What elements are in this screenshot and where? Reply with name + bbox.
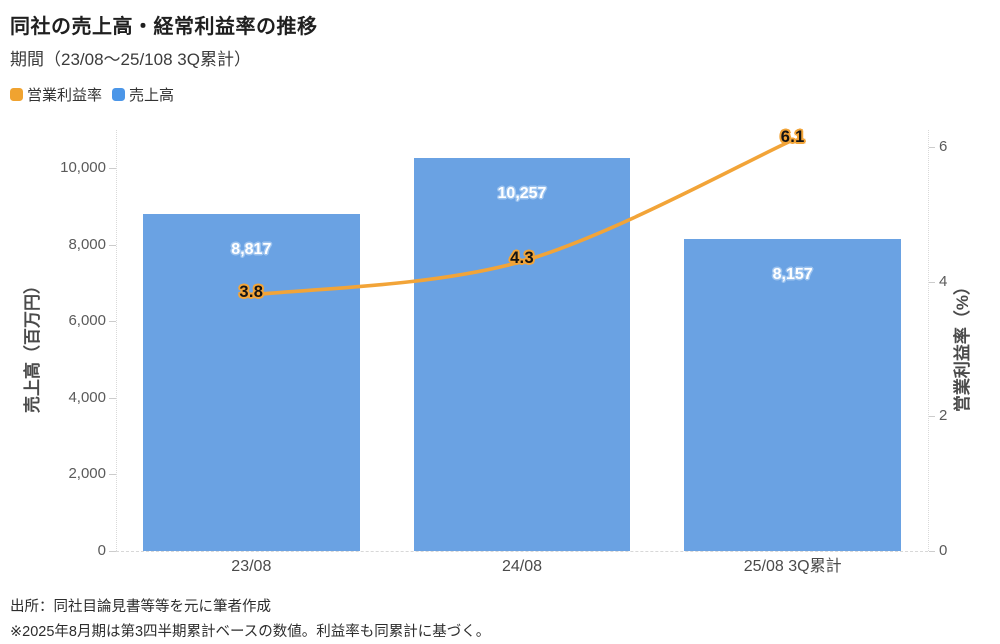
legend: 営業利益率 売上高 (10, 84, 174, 105)
x-tick-label: 25/08 3Q累計 (743, 558, 842, 575)
line-point-label: 6.1 (780, 128, 805, 147)
page-subtitle: 期間（23/08〜25/108 3Q累計） (10, 50, 251, 69)
y-tick-mark-left (109, 321, 116, 323)
sales-bar[interactable] (143, 213, 360, 551)
line-point-label: 3.8 (239, 283, 264, 302)
line-point-label: 4.3 (510, 249, 534, 268)
legend-label-sales: 売上高 (129, 87, 175, 104)
legend-item-sales: 売上高 (112, 84, 174, 105)
footer-note: ※2025年8月期は第3四半期累計ベースの数値。利益率も同累計に基づく。 (10, 624, 491, 640)
legend-label-profit-rate: 営業利益率 (27, 87, 103, 104)
legend-swatch-blue-icon (112, 88, 126, 101)
y-tick-label-left: 10,000 (60, 159, 106, 177)
y-tick-label-left: 4,000 (68, 388, 106, 406)
x-tick-label: 23/08 (231, 558, 272, 575)
y-tick-mark-right (929, 281, 935, 283)
y-tick-mark-left (109, 551, 116, 552)
sales-bar[interactable] (413, 158, 631, 551)
right-axis-line (928, 130, 929, 551)
x-tick-label: 24/08 (501, 558, 543, 575)
y-tick-label-left: 6,000 (68, 312, 106, 330)
y-tick-mark-right (929, 551, 935, 552)
y-tick-label-right: 6 (939, 137, 948, 155)
y-tick-mark-left (109, 244, 116, 246)
sales-bar[interactable] (684, 238, 901, 551)
y-tick-mark-right (929, 146, 935, 148)
legend-item-profit-rate: 営業利益率 (10, 84, 102, 105)
y-tick-mark-left (109, 168, 116, 170)
y-tick-mark-left (109, 474, 116, 476)
y-tick-mark-left (109, 397, 116, 399)
y-tick-label-left: 0 (97, 542, 106, 559)
y-tick-label-right: 0 (939, 542, 948, 559)
bar-value-label: 8,817 (231, 240, 272, 258)
left-axis-line (116, 130, 117, 551)
y-tick-label-left: 8,000 (68, 235, 106, 253)
page-title: 同社の売上高・経常利益率の推移 (10, 16, 318, 38)
bar-value-label: 10,257 (497, 185, 547, 203)
bar-value-label: 8,157 (772, 265, 813, 283)
y-tick-label-right: 4 (939, 272, 948, 290)
y-tick-label-right: 2 (939, 407, 948, 425)
y-tick-label-left: 2,000 (68, 465, 106, 483)
legend-swatch-orange-icon (10, 88, 23, 101)
y-tick-mark-right (929, 416, 935, 418)
footer-source: 出所：同社目論見書等等を元に筆者作成 (10, 599, 271, 615)
x-axis-line (116, 551, 928, 552)
